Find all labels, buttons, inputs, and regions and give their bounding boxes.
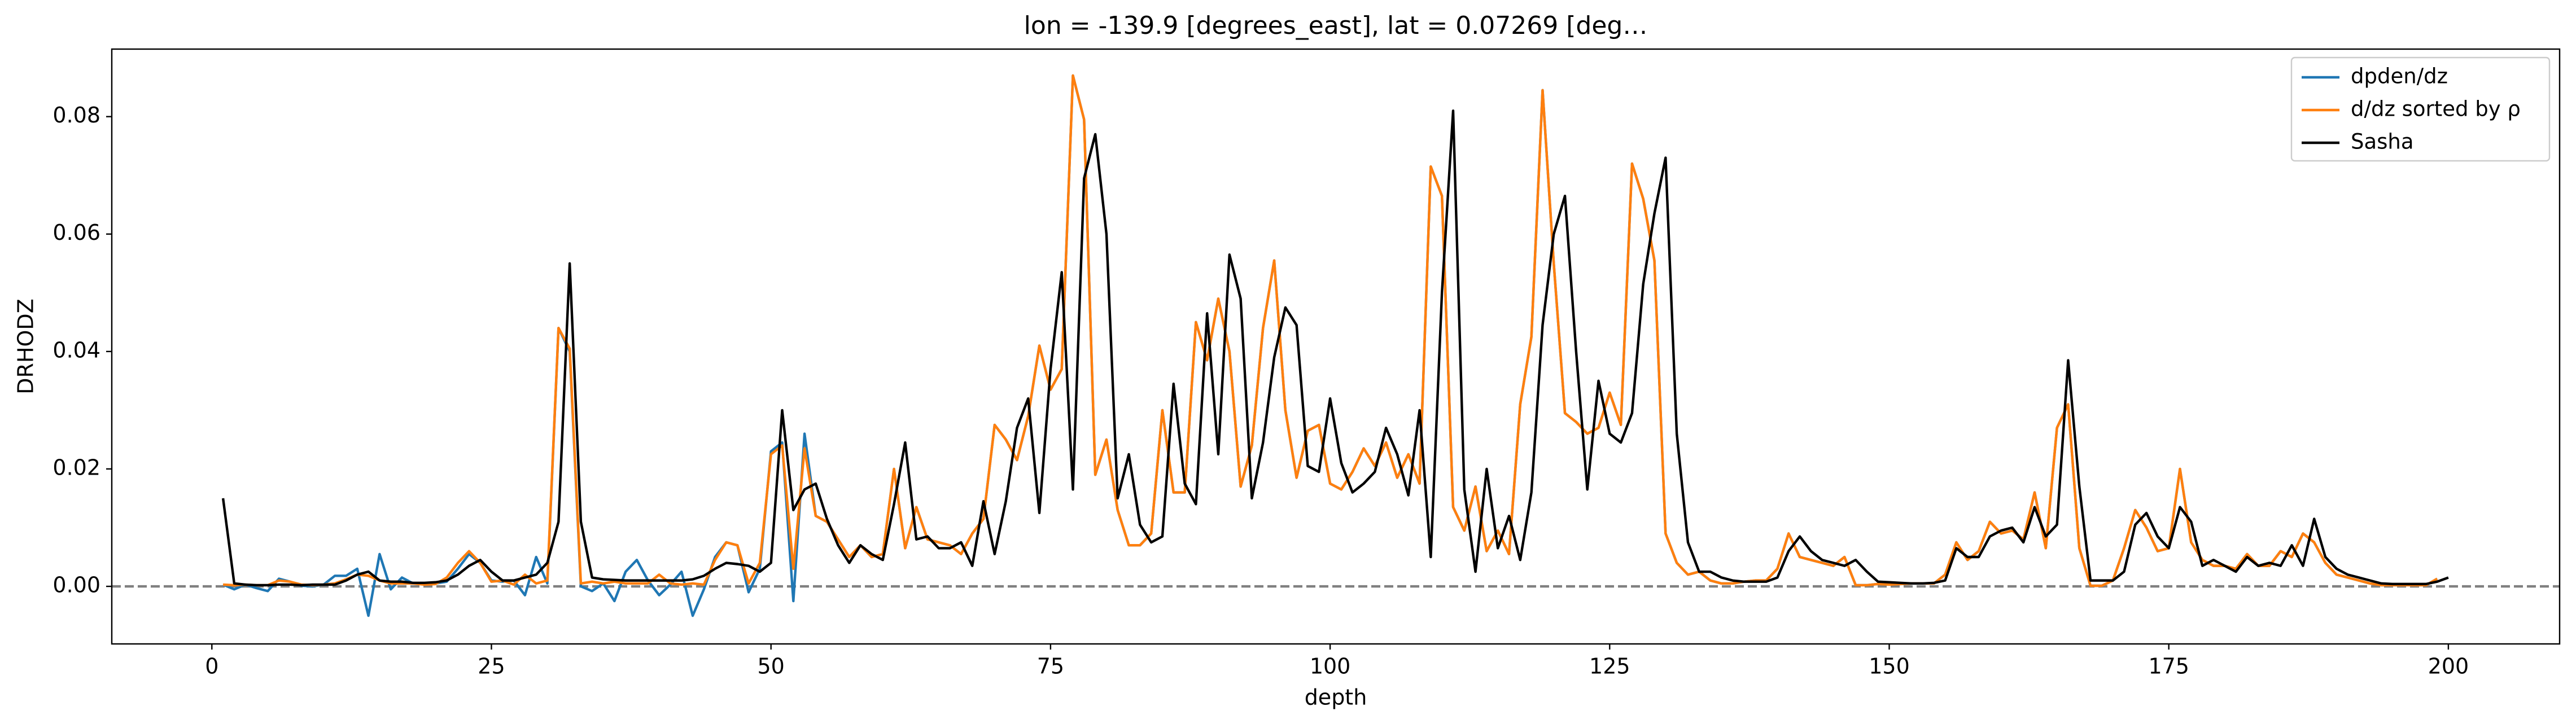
x-axis-label: depth bbox=[1305, 685, 1367, 710]
legend-label: dpden/dz bbox=[2351, 64, 2448, 89]
legend-box bbox=[2290, 56, 2551, 162]
chart-title: lon = -139.9 [degrees_east], lat = 0.072… bbox=[1024, 11, 1648, 40]
y-tick-label: 0.08 bbox=[53, 103, 100, 128]
y-tick-label: 0.06 bbox=[53, 220, 100, 245]
legend-label: d/dz sorted by ρ bbox=[2351, 97, 2521, 121]
series-line bbox=[221, 109, 2449, 587]
x-tick-label: 200 bbox=[2428, 654, 2469, 679]
y-tick-label: 0.02 bbox=[53, 455, 100, 480]
x-tick-label: 150 bbox=[1869, 654, 1910, 679]
axes-frame bbox=[111, 48, 2561, 645]
x-tick-label: 0 bbox=[205, 654, 218, 679]
x-tick-label: 75 bbox=[1037, 654, 1064, 679]
plot-lines bbox=[221, 74, 2449, 617]
x-tick-label: 125 bbox=[1589, 654, 1630, 679]
x-tick-label: 25 bbox=[478, 654, 505, 679]
y-tick-label: 0.00 bbox=[53, 573, 100, 598]
series-line bbox=[222, 74, 2438, 587]
y-tick-label: 0.04 bbox=[53, 337, 100, 362]
x-tick-label: 175 bbox=[2148, 654, 2189, 679]
x-tick-label: 100 bbox=[1310, 654, 1351, 679]
legend-label: Sasha bbox=[2351, 130, 2414, 154]
x-tick-label: 50 bbox=[758, 654, 785, 679]
y-axis-label: DRHODZ bbox=[14, 299, 38, 394]
